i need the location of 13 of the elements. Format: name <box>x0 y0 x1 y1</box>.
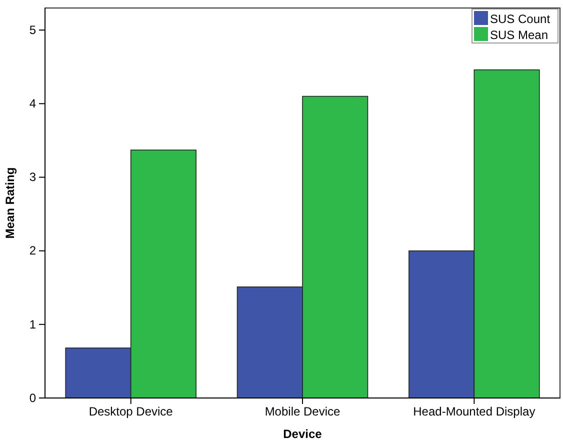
legend-label: SUS Count <box>490 12 551 26</box>
y-tick-label: 5 <box>29 22 36 37</box>
x-axis-title: Device <box>283 427 322 441</box>
y-axis-title: Mean Rating <box>3 167 17 239</box>
x-tick-label: Mobile Device <box>264 404 340 419</box>
legend-label: SUS Mean <box>490 28 548 42</box>
y-tick-label: 3 <box>29 170 36 184</box>
x-tick-label: Desktop Device <box>88 404 174 419</box>
y-tick-label: 2 <box>29 244 36 258</box>
y-tick-label: 0 <box>29 390 36 405</box>
y-tick-label: 1 <box>29 317 36 332</box>
x-tick-label: Head-Mounted Display <box>413 404 536 419</box>
y-tick-label: 4 <box>29 96 36 110</box>
